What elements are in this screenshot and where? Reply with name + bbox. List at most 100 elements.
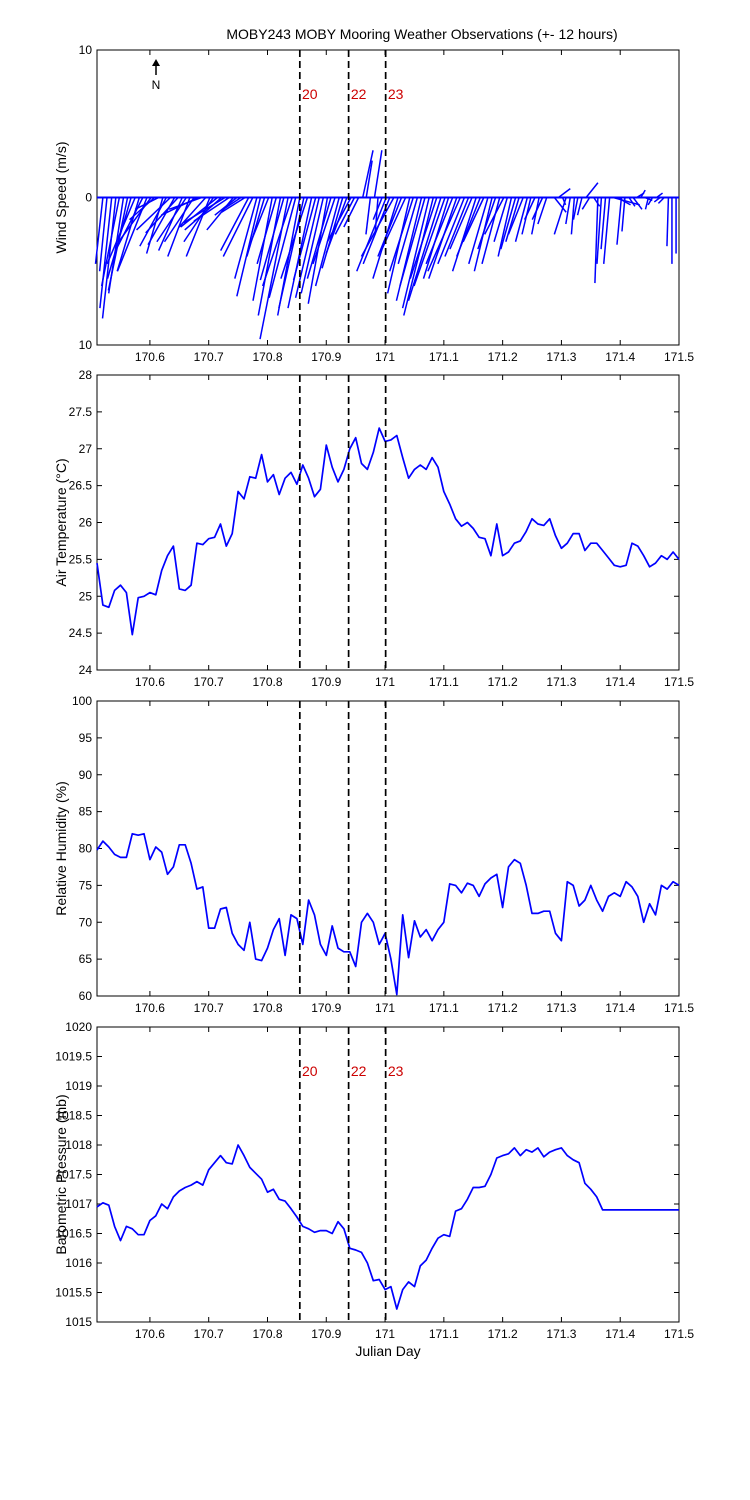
wind-vector-stick [193, 196, 230, 222]
barometric-pressure-x-tick-label: 171 [375, 1327, 395, 1341]
barometric-pressure-y-tick-label: 1018.5 [55, 1109, 92, 1123]
wind-vector-stick [585, 182, 599, 198]
wind-vector-stick [653, 196, 661, 203]
wind-vector-stick [221, 196, 246, 213]
wind-vector-stick [483, 197, 505, 235]
north-arrowhead-icon [152, 59, 160, 66]
wind-vector-stick [361, 150, 374, 198]
air-temperature-y-tick-label: 27.5 [69, 405, 93, 419]
wind-vector-stick [600, 197, 607, 250]
wind-vector-stick [259, 197, 285, 281]
wind-vector-stick [397, 197, 419, 265]
wind-vector-stick [326, 197, 352, 243]
wind-vector-stick [437, 197, 466, 265]
air-temperature-y-tick-label: 26 [79, 516, 93, 530]
wind-vector-stick [456, 197, 481, 257]
relative-humidity-y-tick-label: 60 [79, 989, 93, 1003]
wind-vector-stick [530, 197, 540, 235]
wind-speed-x-tick-label: 171.2 [488, 350, 518, 364]
wind-vector-stick [98, 197, 108, 272]
wind-vector-stick [168, 196, 202, 211]
wind-vector-stick [493, 197, 509, 242]
wind-vector-stick [462, 197, 485, 243]
wind-vector-stick [268, 197, 297, 298]
wind-vector-stick [632, 197, 643, 210]
wind-vector-stick [365, 160, 373, 198]
wind-vector-stick [377, 197, 403, 257]
wind-vector-stick [334, 197, 356, 235]
barometric-pressure-x-tick-label: 171.2 [488, 1327, 518, 1341]
wind-vector-stick [106, 197, 132, 279]
relative-humidity-x-tick-label: 171.4 [605, 1001, 635, 1015]
wind-vector-stick [222, 196, 242, 210]
air-temperature-y-tick-label: 28 [79, 368, 93, 382]
air-temperature-y-tick-label: 25.5 [69, 552, 93, 566]
wind-vector-stick [256, 197, 278, 265]
wind-vector-stick [594, 197, 599, 284]
barometric-pressure-x-axis-label: Julian Day [355, 1343, 420, 1359]
relative-humidity-x-tick-label: 171.1 [429, 1001, 459, 1015]
north-indicator: N [152, 59, 161, 92]
wind-vector-stick [657, 196, 665, 204]
air-temperature-y-tick-label: 25 [79, 589, 93, 603]
wind-vector-stick [656, 192, 664, 199]
wind-vector-stick [451, 197, 477, 272]
barometric-pressure-x-tick-label: 171.3 [546, 1327, 576, 1341]
figure-title: MOBY243 MOBY Mooring Weather Observation… [226, 26, 617, 42]
north-label: N [152, 78, 161, 92]
relative-humidity-x-tick-label: 170.7 [194, 1001, 224, 1015]
wind-speed-y-tick-label: 10 [79, 43, 93, 57]
barometric-pressure-marker-label: 20 [302, 1063, 318, 1079]
wind-speed-marker-label: 23 [388, 86, 404, 102]
wind-vector-stick [300, 197, 325, 294]
air-temperature-x-tick-label: 171.5 [664, 675, 694, 689]
air-temperature-x-tick-label: 171.3 [546, 675, 576, 689]
barometric-pressure-x-tick-label: 170.6 [135, 1327, 165, 1341]
air-temperature-y-tick-label: 24.5 [69, 626, 93, 640]
air-temperature-x-tick-label: 170.7 [194, 675, 224, 689]
wind-vector-stick [505, 197, 520, 242]
wind-vector-stick [219, 197, 250, 251]
air-temperature-x-tick-label: 171.4 [605, 675, 635, 689]
wind-vector-stick [644, 197, 650, 210]
wind-vector-stick [576, 197, 583, 216]
barometric-pressure-x-tick-label: 171.1 [429, 1327, 459, 1341]
wind-vector-stick [403, 197, 434, 316]
chart-panels: 170.6 170.7 170.8 170.9 171 171.1 171.2 171.3 17… [53, 43, 694, 1359]
wind-speed-y-axis-label: Wind Speed (m/s) [53, 141, 69, 253]
barometric-pressure-y-tick-label: 1017.5 [55, 1168, 92, 1182]
barometric-pressure-y-tick-label: 1019 [65, 1079, 92, 1093]
wind-vector-stick [407, 197, 442, 301]
wind-speed-x-tick-label: 171.1 [429, 350, 459, 364]
wind-vector-stick [553, 197, 567, 213]
barometric-pressure-y-tick-label: 1019.5 [55, 1050, 92, 1064]
barometric-pressure-series-line [96, 1144, 679, 1310]
barometric-pressure-x-tick-label: 170.9 [311, 1327, 341, 1341]
wind-vector-stick [312, 197, 336, 265]
barometric-pressure-panel: 170.6 170.7 170.8 170.9 171 171.1 171.2 171.3 17… [53, 1020, 694, 1359]
wind-vector-stick [360, 197, 395, 257]
wind-vector-stick [561, 197, 567, 206]
wind-vector-stick [373, 150, 383, 198]
relative-humidity-y-axis-label: Relative Humidity (%) [53, 781, 69, 916]
wind-vector-stick [570, 197, 576, 235]
wind-vector-stick [401, 197, 430, 309]
barometric-pressure-y-tick-label: 1018 [65, 1138, 92, 1152]
wind-vector-stick [100, 197, 121, 287]
relative-humidity-y-tick-label: 75 [79, 878, 93, 892]
air-temperature-x-tick-label: 171 [375, 675, 395, 689]
wind-vector-stick [444, 197, 470, 257]
wind-speed-x-tick-label: 170.6 [135, 350, 165, 364]
wind-vector-stick [514, 197, 529, 242]
wind-vector-stick [374, 197, 379, 235]
air-temperature-y-axis-label: Air Temperature (°C) [53, 458, 69, 586]
wind-vector-stick [507, 197, 524, 235]
wind-vector-stick [481, 197, 501, 265]
wind-vector-stick [372, 197, 383, 220]
wind-vector-stick [163, 197, 195, 243]
air-temperature-y-tick-label: 27 [79, 442, 93, 456]
wind-speed-x-tick-label: 171.5 [664, 350, 694, 364]
air-temperature-x-tick-label: 171.2 [488, 675, 518, 689]
wind-vector-stick [413, 197, 446, 287]
wind-vector-stick [565, 197, 571, 225]
